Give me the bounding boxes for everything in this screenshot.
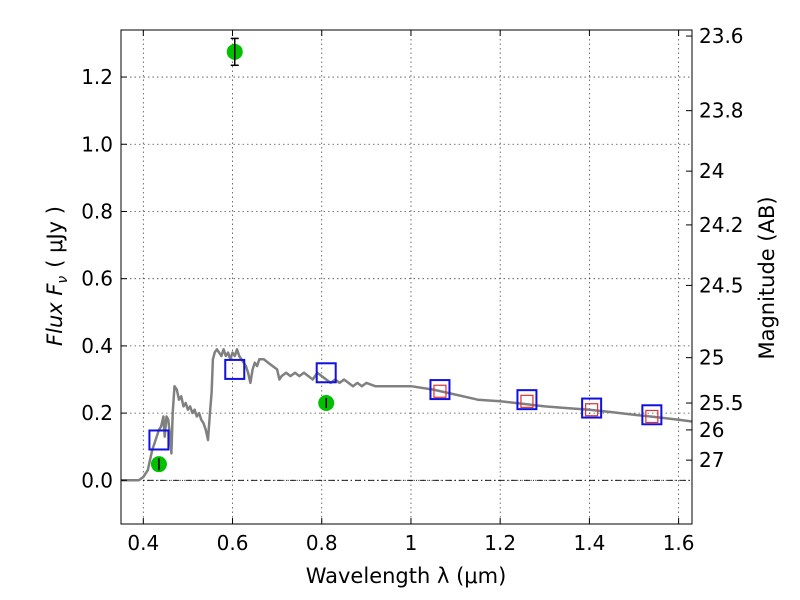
x-tick-label: 1 (405, 531, 418, 555)
y-tick-label: 0.4 (81, 334, 113, 358)
y-tick-label: 0.0 (81, 468, 113, 492)
synthetic-photometry-square (581, 397, 603, 419)
y2-tick-label: 27 (699, 448, 724, 472)
x-axis-label: Wavelength λ (μm) (306, 564, 507, 588)
y2-tick-label: 23.6 (699, 24, 744, 48)
y2-axis-label: Magnitude (AB) (755, 196, 779, 359)
x-tick-label: 0.4 (127, 531, 159, 555)
y-tick-label: 1.2 (81, 65, 113, 89)
y-tick-label: 0.8 (81, 199, 113, 223)
model-spectrum-line (121, 348, 693, 482)
y2-tick-label: 24 (699, 159, 724, 183)
model-photometry-square (645, 409, 659, 424)
y-tick-label: 1.0 (81, 132, 113, 156)
model-photometry-square (520, 394, 534, 408)
synthetic-photometry-square (429, 379, 451, 401)
y-tick-label: 0.2 (81, 401, 113, 425)
y-tick-label: 0.6 (81, 267, 113, 291)
x-tick-label: 1.6 (663, 531, 695, 555)
y2-tick-label: 24.5 (699, 273, 744, 297)
axis-ticks: 0.4 0.6 0.8 1 1.2 1.4 1.6 0.0 0.2 0.4 0.6 0.8 1.0 1.2… (81, 24, 743, 555)
y2-tick-label: 24.2 (699, 213, 744, 237)
synthetic-photometry-square (224, 358, 246, 380)
grid-lines (121, 30, 692, 524)
synthetic-photometry-square (148, 429, 170, 451)
plot-frame (120, 29, 693, 525)
synthetic-photometry-square (641, 404, 663, 426)
y-axis-label-main: Flux F (43, 283, 67, 346)
y-axis-label-sub: ν (55, 276, 71, 284)
model-photometry-square (433, 384, 447, 398)
x-tick-label: 1.4 (573, 531, 605, 555)
model-photometry-square (585, 403, 599, 417)
synthetic-photometry-square (516, 389, 538, 411)
x-tick-label: 0.6 (217, 531, 249, 555)
synthetic-photometry-square (315, 362, 337, 384)
y2-tick-label: 26 (699, 418, 724, 442)
y-axis-label: Flux Fν ( μJy ) (43, 206, 71, 346)
y-axis-label-unit: ( μJy ) (43, 206, 67, 268)
x-tick-label: 1.2 (484, 531, 516, 555)
data-markers (148, 37, 663, 473)
y2-tick-label: 25 (699, 346, 724, 370)
x-tick-label: 0.8 (306, 531, 338, 555)
y2-tick-label: 23.8 (699, 99, 744, 123)
y2-tick-label: 25.5 (699, 391, 744, 415)
